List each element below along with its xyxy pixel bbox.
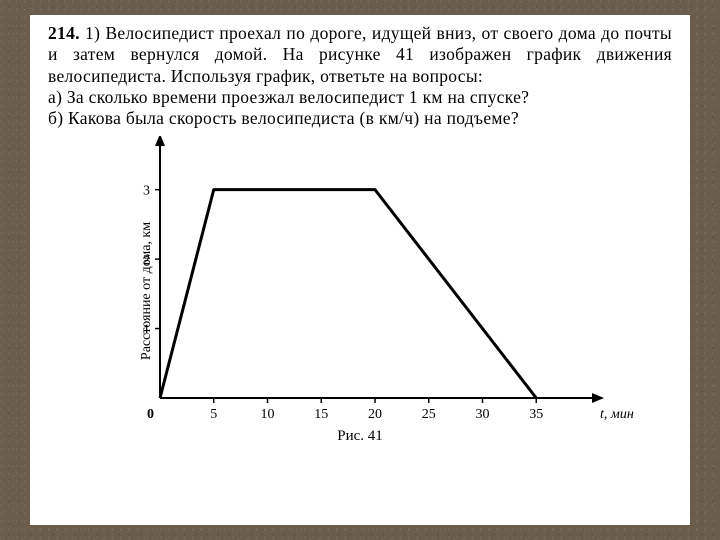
- chart-svg: 12305101520253035t, мин: [80, 136, 640, 428]
- problem-number: 214.: [48, 23, 80, 43]
- problem-qa: а) За сколько времени проезжал велосипед…: [48, 87, 529, 107]
- svg-text:15: 15: [314, 407, 328, 422]
- chart-caption: Рис. 41: [80, 428, 640, 445]
- chart-area: Расстояние от дома, км 12305101520253035…: [80, 136, 640, 446]
- svg-text:10: 10: [261, 407, 275, 422]
- problem-intro: 1) Велосипедист проехал по дороге, идуще…: [48, 23, 672, 86]
- svg-text:0: 0: [147, 407, 154, 422]
- svg-text:t, мин: t, мин: [600, 407, 634, 422]
- problem-text: 214. 1) Велосипедист проехал по дороге, …: [48, 23, 672, 130]
- svg-text:3: 3: [143, 183, 150, 198]
- svg-text:20: 20: [368, 407, 382, 422]
- page: 214. 1) Велосипедист проехал по дороге, …: [30, 15, 690, 525]
- y-axis-label: Расстояние от дома, км: [139, 222, 155, 360]
- svg-text:5: 5: [210, 407, 217, 422]
- svg-text:35: 35: [529, 407, 543, 422]
- svg-text:25: 25: [422, 407, 436, 422]
- svg-text:30: 30: [476, 407, 490, 422]
- problem-qb: б) Какова была скорость велосипедиста (в…: [48, 108, 519, 128]
